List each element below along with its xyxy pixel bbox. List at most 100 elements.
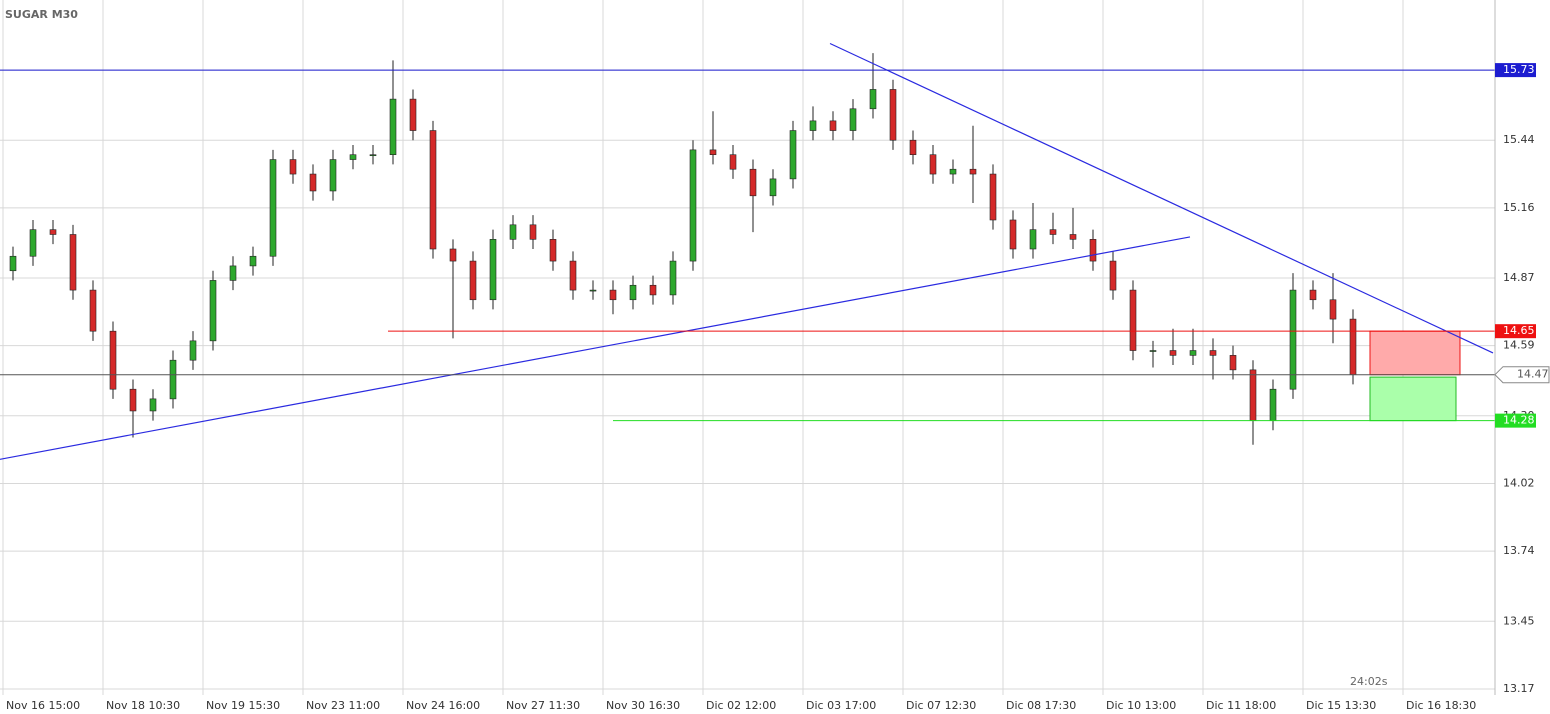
y-tick-label: 14.02	[1503, 476, 1535, 489]
candle-body	[9, 255, 17, 272]
candle-body	[789, 130, 797, 180]
x-tick-label: Nov 23 11:00	[306, 699, 380, 712]
x-tick-label: Nov 30 16:30	[606, 699, 680, 712]
candle-body	[769, 178, 777, 197]
candle-body	[489, 239, 497, 301]
x-tick-label: Dic 08 17:30	[1006, 699, 1076, 712]
candle-body	[609, 289, 617, 301]
candle-body	[1009, 219, 1017, 250]
trend-line	[829, 42, 1494, 354]
grid	[0, 0, 1495, 695]
plot	[0, 42, 1495, 460]
price-tag-label: 14.47	[1517, 368, 1549, 381]
candle-body	[709, 149, 717, 156]
candle-body	[1089, 239, 1097, 262]
price-tag-label: 14.65	[1503, 324, 1535, 337]
x-tick-label: Dic 07 12:30	[906, 699, 976, 712]
candle-body	[209, 280, 217, 342]
y-tick-label: 15.16	[1503, 201, 1535, 214]
candle-body	[89, 289, 97, 332]
candle-body	[1289, 289, 1297, 390]
candle-body	[729, 154, 737, 170]
price-tag-label: 14.28	[1503, 414, 1535, 427]
candle-body	[689, 149, 697, 262]
candle-body	[349, 154, 357, 160]
candle-body	[629, 284, 637, 301]
candle-body	[509, 224, 517, 240]
candle-body	[649, 284, 657, 296]
candle-body	[169, 359, 177, 400]
x-tick-label: Nov 16 15:00	[6, 699, 80, 712]
x-tick-label: Dic 03 17:00	[806, 699, 876, 712]
candle-body	[749, 168, 757, 197]
candle-body	[1109, 260, 1117, 291]
y-tick-label: 14.87	[1503, 271, 1535, 284]
trend-line	[0, 236, 1191, 460]
candle-body	[29, 229, 37, 257]
candle-body	[569, 260, 577, 291]
candle-body	[269, 159, 277, 257]
price-tag-label: 15.73	[1503, 63, 1535, 76]
candle-body	[1169, 350, 1177, 356]
candle-body	[69, 234, 77, 291]
candle-body	[1049, 229, 1057, 235]
price-tag	[1495, 324, 1536, 339]
candle-body	[329, 159, 337, 192]
price-tag	[1494, 366, 1550, 384]
y-tick-label: 13.45	[1503, 614, 1535, 627]
candle-body	[1309, 289, 1317, 301]
y-tick-label: 14.59	[1503, 339, 1535, 352]
chart-title: SUGAR M30	[5, 8, 78, 21]
candle-body	[549, 239, 557, 262]
candle-body	[589, 289, 597, 292]
x-tick-label: Nov 24 16:00	[406, 699, 480, 712]
candle-body	[989, 173, 997, 221]
x-tick-label: Nov 19 15:30	[206, 699, 280, 712]
candle-body	[829, 120, 837, 131]
candle-body	[1249, 369, 1257, 421]
x-tick-label: Dic 11 18:00	[1206, 699, 1276, 712]
target-zone	[1369, 376, 1457, 422]
x-tick-label: Dic 02 12:00	[706, 699, 776, 712]
candle-body	[849, 108, 857, 131]
candle-body	[129, 388, 137, 412]
candle-body	[1129, 289, 1137, 351]
x-tick-label: Nov 18 10:30	[106, 699, 180, 712]
target-zone	[1369, 330, 1461, 376]
candle-body	[929, 154, 937, 175]
candle-body	[1209, 350, 1217, 356]
x-tick-label: Dic 10 13:00	[1106, 699, 1176, 712]
x-tick-label: Nov 27 11:30	[506, 699, 580, 712]
candle-body	[1349, 318, 1357, 375]
candle-body	[229, 265, 237, 281]
candle-body	[529, 224, 537, 240]
price-tag	[1495, 413, 1536, 428]
candle-body	[249, 255, 257, 267]
candle-body	[1149, 350, 1157, 352]
candle-body	[949, 168, 957, 175]
candle-body	[389, 98, 397, 156]
candle-body	[1189, 350, 1197, 356]
candle-body	[1029, 229, 1037, 250]
x-tick-label: Dic 15 13:30	[1306, 699, 1376, 712]
candle-body	[409, 98, 417, 131]
candle-body	[869, 89, 877, 110]
candle-body	[1229, 355, 1237, 371]
candle-body	[969, 168, 977, 175]
timer: 24:02s	[1350, 675, 1388, 688]
candle-body	[109, 330, 117, 390]
candle-body	[1069, 234, 1077, 240]
candle-body	[429, 130, 437, 250]
price-tag	[1495, 63, 1536, 78]
candle-body	[189, 340, 197, 361]
candle-body	[309, 173, 317, 192]
candle-body	[669, 260, 677, 296]
candle-body	[1329, 299, 1337, 320]
y-tick-label: 13.17	[1503, 682, 1535, 695]
candle-body	[889, 89, 897, 141]
candle-body	[289, 159, 297, 175]
axes: Nov 16 15:00 Nov 18 10:30 Nov 19 15:30 Nov …	[6, 0, 1550, 712]
y-tick-label: 13.74	[1503, 544, 1535, 557]
candle-body	[369, 154, 377, 157]
